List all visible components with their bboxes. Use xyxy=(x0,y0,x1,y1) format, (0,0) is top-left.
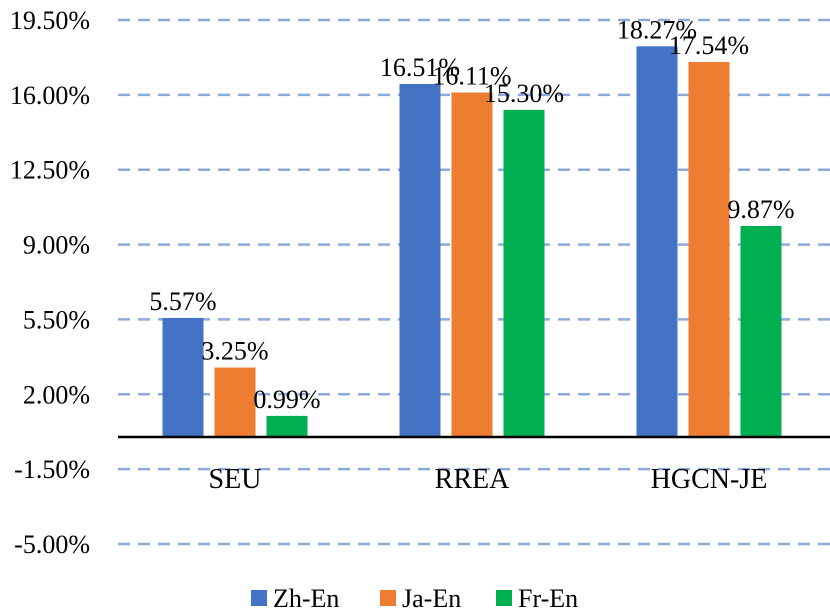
data-label: 17.54% xyxy=(669,31,749,60)
legend-swatch-ja-en xyxy=(380,590,396,606)
data-label: 15.30% xyxy=(484,79,564,108)
bar-zh-en-hgcn-je xyxy=(636,46,678,438)
bars xyxy=(162,46,782,438)
data-label: 9.87% xyxy=(727,195,794,224)
y-axis-tick-labels: -5.00% -1.50% 2.00% 5.50% 9.00% 12.50% 16.00% 1… xyxy=(10,6,90,559)
data-label: 0.99% xyxy=(253,385,320,414)
bar-ja-en-seu xyxy=(214,367,256,438)
bar-ja-en-rrea xyxy=(451,92,493,438)
data-label: 3.25% xyxy=(201,337,268,366)
bar-fr-en-rrea xyxy=(503,109,545,438)
y-tick-label: -1.50% xyxy=(14,455,90,484)
category-label: HGCN-JE xyxy=(651,464,768,495)
legend-swatch-zh-en xyxy=(251,590,267,606)
data-label: 18.27% xyxy=(617,15,697,44)
y-tick-label: 16.00% xyxy=(10,81,90,110)
y-tick-label: 5.50% xyxy=(23,305,90,334)
data-label: 16.11% xyxy=(432,62,511,91)
y-tick-label: 12.50% xyxy=(10,156,90,185)
legend-label: Zh-En xyxy=(273,584,339,613)
y-tick-label: 2.00% xyxy=(23,380,90,409)
bar-fr-en-hgcn-je xyxy=(740,225,782,438)
data-label: 5.57% xyxy=(149,287,216,316)
bar-fr-en-seu xyxy=(266,415,308,438)
bar-zh-en-seu xyxy=(162,317,204,438)
category-label: SEU xyxy=(209,464,262,495)
legend-label: Fr-En xyxy=(518,584,578,613)
bar-ja-en-hgcn-je xyxy=(688,61,730,438)
y-tick-label: -5.00% xyxy=(14,530,90,559)
y-tick-label: 9.00% xyxy=(23,231,90,260)
category-label: RREA xyxy=(435,464,510,495)
legend: Zh-En Ja-En Fr-En xyxy=(251,584,578,613)
legend-swatch-fr-en xyxy=(496,590,512,606)
category-labels: SEU RREA HGCN-JE xyxy=(209,464,768,495)
legend-label: Ja-En xyxy=(402,584,461,613)
y-tick-label: 19.50% xyxy=(10,6,90,35)
data-label: 16.51% xyxy=(380,53,460,82)
bar-zh-en-rrea xyxy=(399,83,441,438)
data-labels: 5.57% 16.51% 18.27% 3.25% 16.11% 17.54% 0.99% 1… xyxy=(149,15,794,414)
